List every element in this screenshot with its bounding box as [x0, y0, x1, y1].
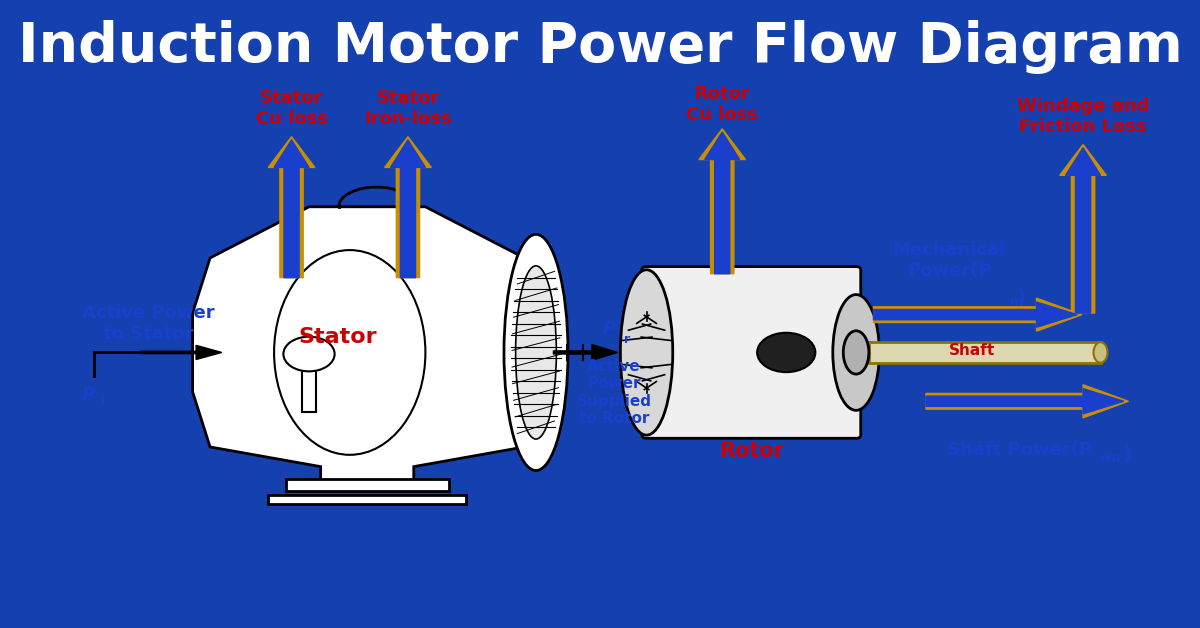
Text: Mechanical
Power(P: Mechanical Power(P: [893, 241, 1006, 280]
Text: r: r: [624, 333, 630, 346]
FancyArrow shape: [1060, 144, 1106, 313]
Circle shape: [283, 337, 335, 371]
FancyArrow shape: [274, 140, 310, 278]
Ellipse shape: [274, 250, 426, 455]
FancyArrow shape: [874, 298, 1082, 331]
Ellipse shape: [1093, 342, 1108, 363]
Text: Stator
Cu loss: Stator Cu loss: [256, 89, 328, 128]
FancyArrow shape: [926, 389, 1123, 414]
FancyArrow shape: [1066, 148, 1100, 313]
Polygon shape: [193, 207, 542, 490]
Text: ): ): [1123, 445, 1132, 463]
Text: P: P: [602, 320, 616, 338]
FancyArrow shape: [874, 302, 1078, 327]
Text: Shaft: Shaft: [949, 344, 996, 359]
FancyBboxPatch shape: [642, 267, 860, 438]
FancyArrow shape: [269, 137, 314, 278]
Text: Shaft Power(P: Shaft Power(P: [947, 441, 1092, 458]
Ellipse shape: [620, 270, 673, 435]
Ellipse shape: [844, 331, 869, 374]
FancyArrow shape: [385, 137, 431, 278]
Text: ): ): [1018, 289, 1026, 307]
FancyArrow shape: [698, 129, 745, 274]
Ellipse shape: [504, 234, 568, 470]
Text: Induction Motor Power Flow Diagram: Induction Motor Power Flow Diagram: [18, 20, 1182, 74]
Circle shape: [757, 333, 815, 372]
Text: Rotor
Cu loss: Rotor Cu loss: [686, 85, 758, 124]
Ellipse shape: [833, 295, 880, 410]
Text: Windage and
Friction Loss: Windage and Friction Loss: [1016, 97, 1150, 136]
Text: out: out: [1100, 453, 1121, 463]
Bar: [869, 342, 1100, 363]
Text: Active Power
to Stator: Active Power to Stator: [82, 304, 215, 343]
Ellipse shape: [516, 266, 557, 439]
FancyArrow shape: [926, 385, 1128, 418]
Bar: [286, 479, 449, 491]
Text: Stator: Stator: [299, 327, 378, 347]
Text: Stator
Iron-loss: Stator Iron-loss: [364, 89, 451, 128]
Text: P: P: [82, 386, 95, 404]
Text: m: m: [1009, 296, 1022, 309]
Text: i: i: [101, 395, 104, 408]
Text: Rotor: Rotor: [719, 441, 784, 461]
Bar: [269, 495, 466, 504]
FancyArrow shape: [390, 140, 426, 278]
FancyArrow shape: [140, 345, 222, 360]
Text: Active
Power
Supplied
to Rotor: Active Power Supplied to Rotor: [576, 359, 652, 426]
FancyArrow shape: [704, 132, 739, 274]
FancyArrow shape: [553, 345, 618, 360]
